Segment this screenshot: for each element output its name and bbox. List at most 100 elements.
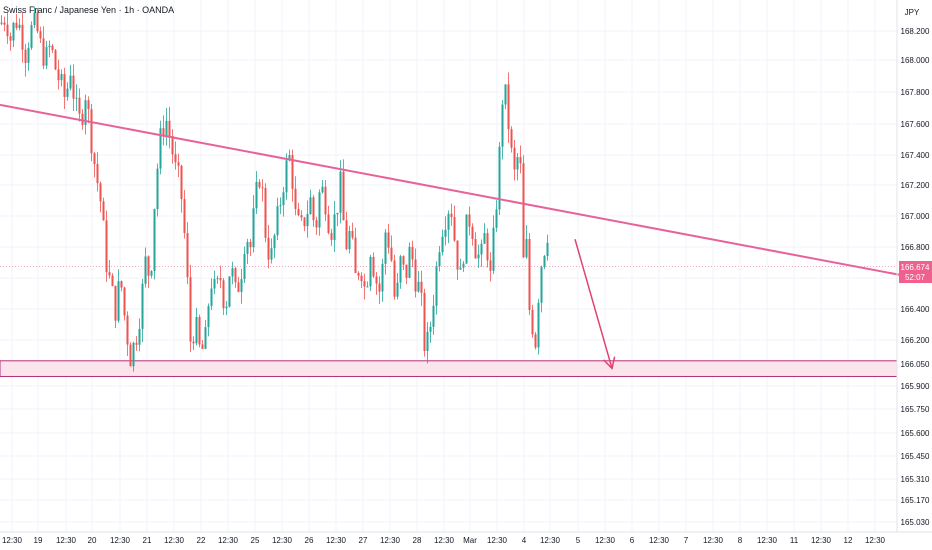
time-tick-label: 11 (790, 536, 799, 545)
candle-body (96, 164, 99, 184)
candle-body (300, 215, 303, 218)
time-tick-label: 12:30 (865, 536, 886, 545)
time-tick-label: 4 (522, 536, 527, 545)
candle-body (510, 129, 513, 148)
candle-body (78, 97, 81, 114)
candle-body (150, 271, 153, 276)
support-zone[interactable] (0, 360, 898, 377)
candle-body (90, 109, 93, 154)
candle-body (24, 49, 27, 63)
price-axis[interactable]: JPY 168.200 168.000 167.800 167.600 167.400 1… (896, 0, 930, 532)
price-tick-label: 165.030 (901, 518, 930, 527)
time-axis[interactable]: 12:30 19 12:30 20 12:30 21 12:30 22 12:30 25 12:30… (0, 531, 932, 545)
candle-body (156, 168, 159, 210)
price-tick-label: 167.800 (901, 88, 930, 97)
candle-body (75, 97, 78, 99)
candle-body (324, 186, 327, 215)
candle-body (537, 302, 540, 348)
chart-grid (0, 0, 897, 532)
candle-body (444, 229, 447, 237)
candle-body (144, 256, 147, 284)
candle-body (21, 24, 24, 50)
candle-body (534, 334, 537, 348)
support-zone-rect[interactable] (0, 360, 898, 377)
candle-body (423, 292, 426, 352)
last-price-label: 166.674 52:07 (899, 261, 932, 283)
candle-body (480, 243, 483, 255)
price-tick-label: 165.900 (901, 382, 930, 391)
candle-body (522, 163, 525, 258)
time-tick-label: 12:30 (487, 536, 508, 545)
candle-body (240, 279, 243, 292)
candle-body (399, 256, 402, 283)
time-tick-label: 12:30 (380, 536, 401, 545)
candle-body (15, 22, 18, 29)
time-tick-label: 12:30 (272, 536, 293, 545)
candle-body (276, 206, 279, 236)
candle-body (261, 187, 264, 189)
candle-body (204, 327, 207, 349)
chart-header: Swiss Franc / Japanese Yen · 1h · OANDA (3, 5, 174, 15)
candle-body (438, 252, 441, 267)
candle-body (33, 12, 36, 26)
candle-body (111, 275, 114, 286)
candle-body (315, 220, 318, 228)
time-tick-label: 21 (143, 536, 152, 545)
candle-body (264, 188, 267, 238)
candle-body (345, 220, 348, 250)
candle-body (165, 120, 168, 137)
candle-body (42, 38, 45, 66)
currency-label: JPY (905, 8, 920, 17)
candle-body (18, 24, 21, 29)
price-tick-label: 167.200 (901, 181, 930, 190)
chart-title: Swiss Franc / Japanese Yen · 1h · OANDA (3, 5, 174, 15)
candle-body (456, 240, 459, 270)
candle-body (159, 128, 162, 169)
candle-body (189, 277, 192, 342)
descending-trendline[interactable] (0, 103, 901, 276)
candle-body (147, 256, 150, 276)
candle-body (84, 100, 87, 125)
candle-body (333, 214, 336, 240)
price-tick-label: 165.450 (901, 452, 930, 461)
candle-body (498, 146, 501, 210)
price-tick-label: 166.200 (901, 336, 930, 345)
candle-body (0, 22, 3, 24)
candle-body (327, 214, 330, 233)
candle-body (291, 155, 294, 189)
candle-body (363, 281, 366, 287)
candle-body (351, 230, 354, 238)
price-tick-label: 168.000 (901, 56, 930, 65)
candle-body (12, 22, 15, 41)
candle-body (474, 239, 477, 259)
candle-body (258, 181, 261, 188)
projection-arrow[interactable] (574, 239, 613, 369)
candle-body (543, 256, 546, 267)
candle-body (123, 287, 126, 316)
candle-body (507, 84, 510, 130)
candle-body (198, 317, 201, 345)
time-tick-label: 25 (251, 536, 260, 545)
time-tick-label: 27 (359, 536, 368, 545)
candle-body (450, 213, 453, 218)
candle-body (486, 233, 489, 261)
candle-body (513, 147, 516, 170)
candle-body (414, 259, 417, 292)
time-tick-label: Mar (463, 536, 477, 545)
chart-drawings[interactable] (0, 103, 901, 370)
time-tick-label: 12:30 (595, 536, 616, 545)
candle-body (504, 84, 507, 105)
candle-body (516, 157, 519, 170)
candle-body (243, 253, 246, 280)
candle-body (348, 230, 351, 250)
candle-body (81, 113, 84, 125)
candle-body (459, 267, 462, 270)
candle-body (39, 31, 42, 39)
candle-body (420, 281, 423, 293)
candle-body (546, 242, 549, 257)
time-tick-label: 12:30 (326, 536, 347, 545)
candle-body (288, 155, 291, 161)
candle-body (429, 326, 432, 332)
candle-body (60, 74, 63, 81)
